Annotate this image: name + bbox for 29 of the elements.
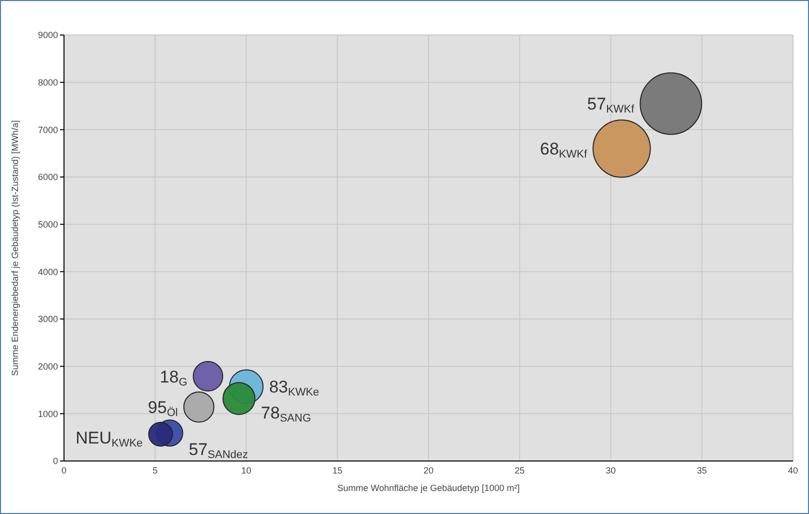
- series-label: 68$_{KWKf}$: [540, 140, 588, 161]
- series-label: 78$_{SANG}$: [260, 404, 312, 425]
- series-label: 83$_{KWKe}$: [269, 378, 320, 399]
- y-tick-label: 3000: [38, 314, 58, 324]
- x-axis-title: Summe Wohnfläche je Gebäudetyp [1000 m²]: [337, 483, 520, 493]
- y-tick-label: 7000: [38, 124, 58, 135]
- y-tick-label: 9000: [38, 30, 58, 40]
- x-tick-label: 40: [788, 465, 798, 476]
- x-tick-label: 15: [332, 465, 342, 476]
- x-tick-label: 35: [696, 465, 707, 476]
- series-label: 95$_{Öl}$: [148, 398, 178, 420]
- x-tick-label: 30: [606, 465, 616, 476]
- x-tick-label: 5: [152, 465, 158, 476]
- y-tick-label: 6000: [38, 172, 58, 182]
- y-axis-title: Summe Endenergiebedarf je Gebäudetyp (Ist-Zustand) [MWh/a]: [10, 120, 20, 376]
- y-tick-label: 8000: [38, 78, 58, 88]
- y-tick-label: 0: [52, 456, 58, 466]
- x-tick-label: 20: [423, 465, 434, 476]
- y-tick-label: 4000: [38, 266, 58, 277]
- y-tick-label: 1000: [38, 408, 58, 419]
- series-label: NEU$_{KWKe}$: [76, 428, 143, 450]
- y-tick-label: 2000: [38, 362, 58, 372]
- x-tick-label: 0: [61, 465, 67, 476]
- series-label: 57$_{KWKf}$: [587, 94, 636, 116]
- x-tick-label: 10: [241, 465, 252, 476]
- x-tick-label: 25: [514, 465, 525, 476]
- series-label: 18$_{G}$: [160, 367, 188, 389]
- y-tick-label: 5000: [38, 220, 58, 230]
- series-label: 57$_{SANdez}$: [188, 440, 248, 462]
